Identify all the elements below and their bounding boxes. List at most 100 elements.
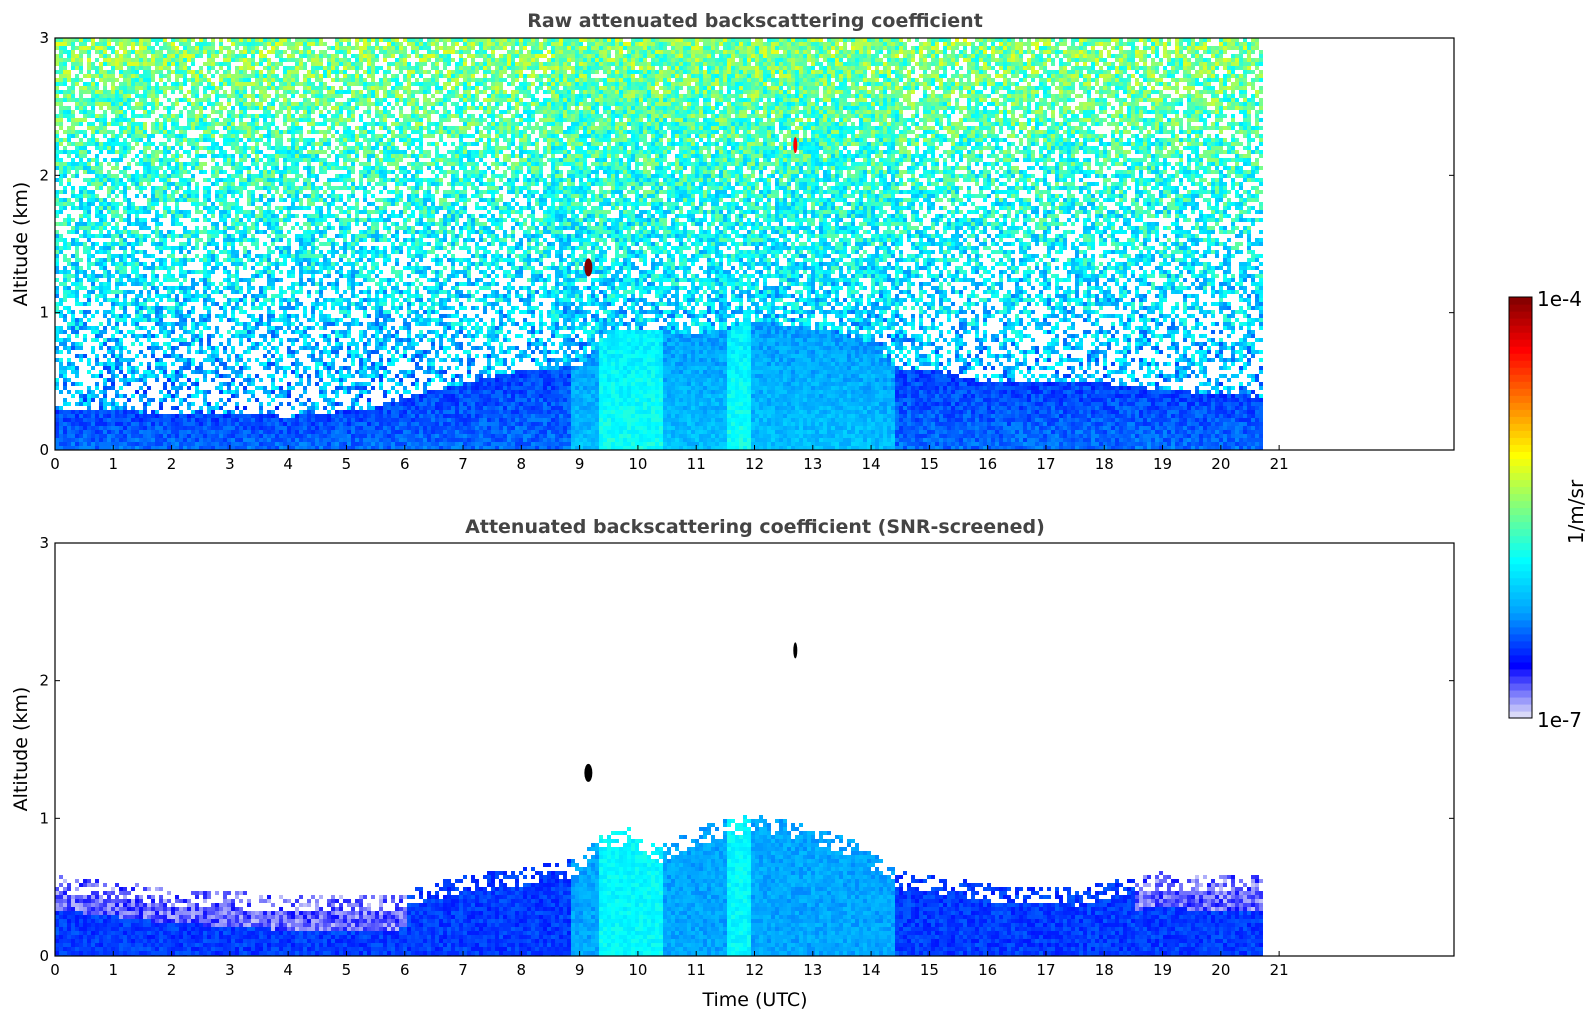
- heatmap-cell: [207, 94, 211, 98]
- heatmap-cell: [327, 282, 331, 286]
- heatmap-cell: [295, 442, 299, 446]
- heatmap-cell: [71, 326, 75, 330]
- heatmap-cell: [247, 358, 251, 362]
- heatmap-cell: [171, 286, 175, 290]
- heatmap-cell: [91, 390, 95, 394]
- heatmap-cell: [255, 346, 259, 350]
- heatmap-cell: [199, 78, 203, 82]
- heatmap-cell: [303, 370, 307, 374]
- heatmap-cell: [59, 406, 63, 410]
- heatmap-cell: [159, 46, 163, 50]
- heatmap-cell: [67, 86, 71, 90]
- heatmap-cell: [107, 42, 111, 46]
- heatmap-cell: [59, 42, 63, 46]
- heatmap-cell: [295, 102, 299, 106]
- heatmap-cell: [127, 438, 131, 442]
- heatmap-cell: [339, 310, 343, 314]
- heatmap-cell: [267, 394, 271, 398]
- heatmap-cell: [63, 238, 67, 242]
- heatmap-cell: [291, 286, 295, 290]
- heatmap-cell: [171, 194, 175, 198]
- heatmap-cell: [331, 126, 335, 130]
- heatmap-cell: [99, 42, 103, 46]
- heatmap-cell: [239, 114, 243, 118]
- heatmap-cell: [239, 310, 243, 314]
- heatmap-cell: [243, 326, 247, 330]
- heatmap-cell: [207, 318, 211, 322]
- heatmap-cell: [283, 102, 287, 106]
- heatmap-cell: [231, 250, 235, 254]
- heatmap-cell: [99, 266, 103, 270]
- heatmap-cell: [123, 294, 127, 298]
- heatmap-cell: [307, 114, 311, 118]
- heatmap-cell: [163, 134, 167, 138]
- heatmap-cell: [259, 430, 263, 434]
- heatmap-cell: [215, 230, 219, 234]
- heatmap-cell: [147, 306, 151, 310]
- heatmap-cell: [83, 230, 87, 234]
- heatmap-cell: [135, 438, 139, 442]
- heatmap-cell: [303, 330, 307, 334]
- heatmap-cell: [287, 154, 291, 158]
- heatmap-cell: [315, 362, 319, 366]
- heatmap-cell: [111, 254, 115, 258]
- heatmap-cell: [155, 430, 159, 434]
- heatmap-cell: [143, 390, 147, 394]
- heatmap-cell: [287, 46, 291, 50]
- heatmap-cell: [207, 334, 211, 338]
- heatmap-cell: [67, 438, 71, 442]
- heatmap-cell: [75, 222, 79, 226]
- heatmap-cell: [223, 226, 227, 230]
- heatmap-cell: [335, 402, 339, 406]
- heatmap-cell: [339, 46, 343, 50]
- heatmap-cell: [83, 242, 87, 246]
- heatmap-cell: [279, 82, 283, 86]
- heatmap-cell: [259, 134, 263, 138]
- heatmap-cell: [315, 74, 319, 78]
- heatmap-cell: [247, 334, 251, 338]
- heatmap-cell: [183, 286, 187, 290]
- heatmap-cell: [279, 50, 283, 54]
- heatmap-cell: [283, 198, 287, 202]
- heatmap-cell: [231, 318, 235, 322]
- heatmap-cell: [227, 418, 231, 422]
- heatmap-cell: [299, 238, 303, 242]
- heatmap-cell: [335, 378, 339, 382]
- heatmap-cell: [135, 142, 139, 146]
- heatmap-cell: [87, 442, 91, 446]
- heatmap-cell: [191, 58, 195, 62]
- heatmap-cell: [79, 190, 83, 194]
- heatmap-cell: [319, 358, 323, 362]
- heatmap-cell: [95, 374, 99, 378]
- heatmap-cell: [155, 166, 159, 170]
- heatmap-cell: [307, 326, 311, 330]
- heatmap-cell: [303, 250, 307, 254]
- heatmap-cell: [303, 306, 307, 310]
- heatmap-cell: [115, 118, 119, 122]
- heatmap-cell: [127, 418, 131, 422]
- heatmap-cell: [183, 322, 187, 326]
- heatmap-cell: [279, 206, 283, 210]
- heatmap-cell: [147, 46, 151, 50]
- heatmap-cell: [95, 330, 99, 334]
- heatmap-cell: [251, 422, 255, 426]
- heatmap-cell: [267, 178, 271, 182]
- heatmap-cell: [335, 46, 339, 50]
- heatmap-cell: [147, 442, 151, 446]
- heatmap-cell: [107, 290, 111, 294]
- heatmap-cell: [303, 414, 307, 418]
- heatmap-cell: [295, 314, 299, 318]
- heatmap-cell: [319, 434, 323, 438]
- heatmap-cell: [191, 110, 195, 114]
- heatmap-cell: [99, 118, 103, 122]
- heatmap-cell: [335, 250, 339, 254]
- heatmap-cell: [287, 194, 291, 198]
- heatmap-cell: [235, 270, 239, 274]
- heatmap-cell: [263, 222, 267, 226]
- heatmap-cell: [275, 62, 279, 66]
- heatmap-cell: [339, 178, 343, 182]
- heatmap-cell: [299, 246, 303, 250]
- heatmap-cell: [119, 358, 123, 362]
- heatmap-cell: [131, 138, 135, 142]
- heatmap-cell: [99, 430, 103, 434]
